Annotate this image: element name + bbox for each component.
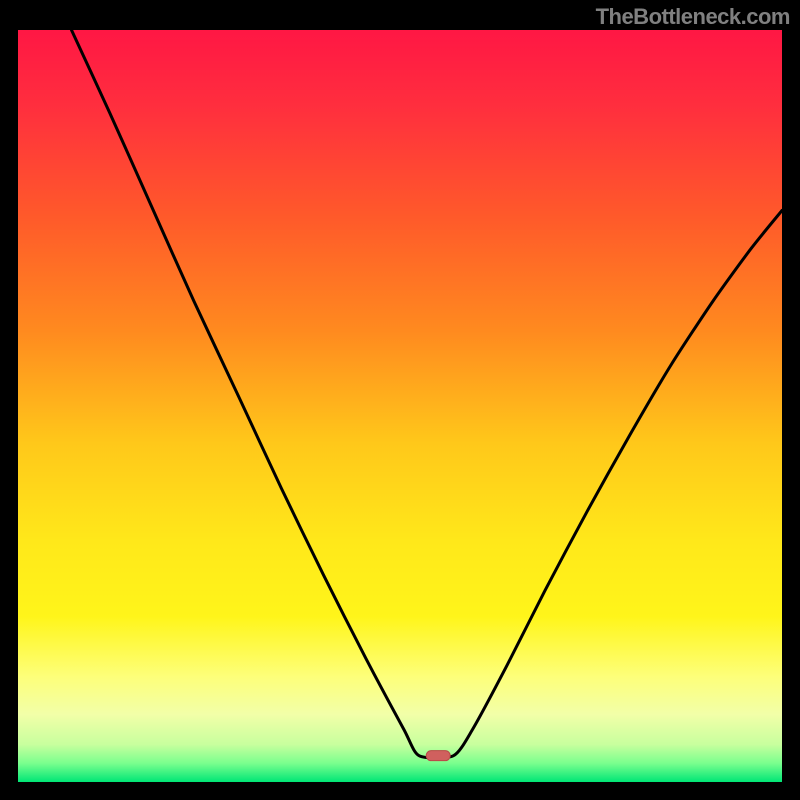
- plot-area: [18, 30, 782, 782]
- chart-frame: TheBottleneck.com: [0, 0, 800, 800]
- optimum-marker: [426, 751, 450, 761]
- watermark-text: TheBottleneck.com: [596, 4, 790, 30]
- plot-svg: [18, 30, 782, 782]
- gradient-background: [18, 30, 782, 782]
